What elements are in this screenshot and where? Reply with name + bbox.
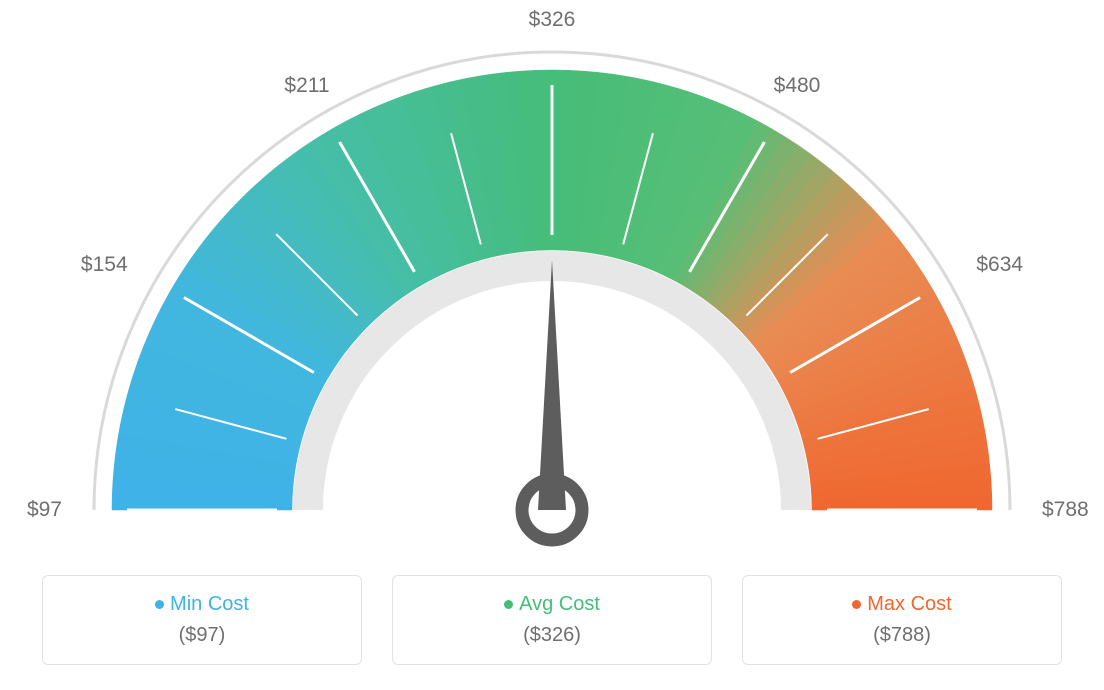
gauge-tick-label: $154 [81,253,128,277]
legend-dot-max [852,600,861,609]
gauge-tick-label: $326 [529,8,576,32]
legend-title-avg: Avg Cost [504,593,600,616]
gauge-chart: $97$154$211$326$480$634$788 [52,20,1052,580]
legend-label-max: Max Cost [867,593,951,616]
legend-box-max: Max Cost ($788) [742,575,1062,665]
gauge-tick-label: $480 [774,74,821,98]
legend-label-avg: Avg Cost [519,593,600,616]
legend-value-min: ($97) [179,624,226,647]
gauge-tick-label: $788 [1042,498,1089,522]
gauge-tick-label: $211 [284,74,329,98]
legend-label-min: Min Cost [170,593,249,616]
gauge-tick-label: $97 [27,498,62,522]
legend-box-min: Min Cost ($97) [42,575,362,665]
gauge-tick-label: $634 [976,253,1023,277]
legend-dot-avg [504,600,513,609]
legend-box-avg: Avg Cost ($326) [392,575,712,665]
legend-title-max: Max Cost [852,593,951,616]
legend-value-max: ($788) [873,624,931,647]
legend: Min Cost ($97) Avg Cost ($326) Max Cost … [42,575,1062,665]
legend-value-avg: ($326) [523,624,581,647]
legend-title-min: Min Cost [155,593,249,616]
legend-dot-min [155,600,164,609]
gauge-svg [52,20,1052,580]
